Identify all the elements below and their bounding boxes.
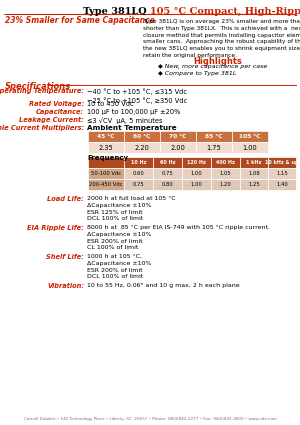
Bar (182, 157, 211, 168)
Text: 0.75: 0.75 (133, 182, 144, 187)
Text: 1.25: 1.25 (248, 182, 260, 187)
Text: 120 Hz: 120 Hz (187, 160, 206, 165)
Text: ≤3 √CV  μA, 5 minutes: ≤3 √CV μA, 5 minutes (87, 117, 163, 124)
Text: Highlights: Highlights (194, 57, 242, 66)
Bar (88, 157, 124, 168)
Text: Cornell Dubilier • 140 Technology Place • Liberty, SC  29657 • Phone: (864)843-2: Cornell Dubilier • 140 Technology Place … (23, 417, 277, 421)
Text: 8000 h at  85 °C per EIA IS-749 with 105 °C ripple current.
ΔCapacitance ±10%
ES: 8000 h at 85 °C per EIA IS-749 with 105 … (87, 225, 270, 250)
Text: 2000 h at full load at 105 °C
ΔCapacitance ±10%
ESR 125% of limit
DCL 100% of li: 2000 h at full load at 105 °C ΔCapacitan… (87, 196, 176, 221)
Bar (196, 142, 232, 153)
Text: 10 to 450 Vdc: 10 to 450 Vdc (87, 101, 134, 107)
Text: Shelf Life:: Shelf Life: (46, 254, 84, 260)
Text: EIA Ripple Life:: EIA Ripple Life: (27, 225, 84, 231)
Bar (153, 179, 182, 190)
Text: Vibration:: Vibration: (47, 283, 84, 289)
Bar (232, 131, 268, 142)
Bar (196, 131, 232, 142)
Bar (268, 157, 296, 168)
Bar (88, 131, 124, 142)
Bar (182, 179, 211, 190)
Bar (88, 179, 124, 190)
Text: 100 μF to 100,000 μF ±20%: 100 μF to 100,000 μF ±20% (87, 109, 180, 115)
Text: Ambient Temperature: Ambient Temperature (87, 125, 177, 131)
Text: 1.40: 1.40 (276, 182, 288, 187)
Text: 1 kHz: 1 kHz (246, 160, 262, 165)
Text: 50-100 Vdc: 50-100 Vdc (91, 171, 121, 176)
Text: 200-450 Vdc: 200-450 Vdc (89, 182, 123, 187)
Text: 10 Hz: 10 Hz (131, 160, 146, 165)
Text: Ripple Current Multipliers:: Ripple Current Multipliers: (0, 125, 84, 131)
Text: 2.35: 2.35 (99, 144, 113, 150)
Bar (153, 168, 182, 179)
Text: 2.20: 2.20 (135, 144, 149, 150)
Bar (124, 131, 160, 142)
Text: 1000 h at 105 °C,
ΔCapacitance ±10%
ESR 200% of limit
DCL 100% of limit: 1000 h at 105 °C, ΔCapacitance ±10% ESR … (87, 254, 152, 279)
Text: 1.05: 1.05 (220, 171, 231, 176)
Text: 105 °C Compact, High-Ripple Snap-in: 105 °C Compact, High-Ripple Snap-in (150, 7, 300, 16)
Bar (88, 142, 124, 153)
Text: 10 to 55 Hz, 0.06" and 10 g max, 2 h each plane: 10 to 55 Hz, 0.06" and 10 g max, 2 h eac… (87, 283, 240, 288)
Text: ◆ Compare to Type 381L: ◆ Compare to Type 381L (158, 71, 236, 76)
Text: 1.15: 1.15 (276, 171, 288, 176)
Bar (232, 142, 268, 153)
Text: 1.75: 1.75 (207, 144, 221, 150)
Bar (88, 168, 124, 179)
Bar (182, 168, 211, 179)
Bar (211, 179, 240, 190)
Text: 85 °C: 85 °C (205, 134, 223, 139)
Text: ◆ New, more capacitance per case: ◆ New, more capacitance per case (158, 64, 267, 69)
Text: 10 kHz & up: 10 kHz & up (265, 160, 299, 165)
Text: 1.00: 1.00 (190, 182, 202, 187)
Bar (240, 179, 268, 190)
Bar (211, 157, 240, 168)
Bar (268, 168, 296, 179)
Text: 0.60: 0.60 (133, 171, 144, 176)
Text: 23% Smaller for Same Capacitance: 23% Smaller for Same Capacitance (5, 16, 155, 25)
Text: 60 Hz: 60 Hz (160, 160, 175, 165)
Text: 400 Hz: 400 Hz (216, 160, 235, 165)
Bar (124, 168, 153, 179)
Bar (211, 168, 240, 179)
Bar (268, 179, 296, 190)
Bar (160, 131, 196, 142)
Bar (124, 179, 153, 190)
Text: −40 °C to +105 °C, ≤315 Vdc
−25 °C to +105 °C, ≥350 Vdc: −40 °C to +105 °C, ≤315 Vdc −25 °C to +1… (87, 88, 187, 104)
Text: 1.00: 1.00 (190, 171, 202, 176)
Text: 1.20: 1.20 (220, 182, 231, 187)
Bar (153, 157, 182, 168)
Text: Type 381LQ: Type 381LQ (83, 7, 150, 16)
Text: Operating Temperature:: Operating Temperature: (0, 88, 84, 94)
Text: 70 °C: 70 °C (169, 134, 187, 139)
Bar (240, 168, 268, 179)
Text: Rated Voltage:: Rated Voltage: (29, 101, 84, 107)
Bar (124, 157, 153, 168)
Text: 0.75: 0.75 (162, 171, 173, 176)
Text: 1.00: 1.00 (243, 144, 257, 150)
Text: 0.80: 0.80 (162, 182, 173, 187)
Text: Frequency: Frequency (87, 155, 128, 161)
Text: Load Life:: Load Life: (47, 196, 84, 202)
Text: Capacitance:: Capacitance: (36, 109, 84, 115)
Text: Type 381LQ is on average 23% smaller and more than 5 mm
shorter than Type 381LX.: Type 381LQ is on average 23% smaller and… (143, 19, 300, 58)
Bar (240, 157, 268, 168)
Text: 105 °C: 105 °C (239, 134, 261, 139)
Text: 60 °C: 60 °C (133, 134, 151, 139)
Text: Leakage Current:: Leakage Current: (19, 117, 84, 123)
Text: Specifications: Specifications (5, 82, 71, 91)
Text: 45 °C: 45 °C (97, 134, 115, 139)
Bar (124, 142, 160, 153)
Text: 1.08: 1.08 (248, 171, 260, 176)
Bar (160, 142, 196, 153)
Text: 2.00: 2.00 (171, 144, 185, 150)
